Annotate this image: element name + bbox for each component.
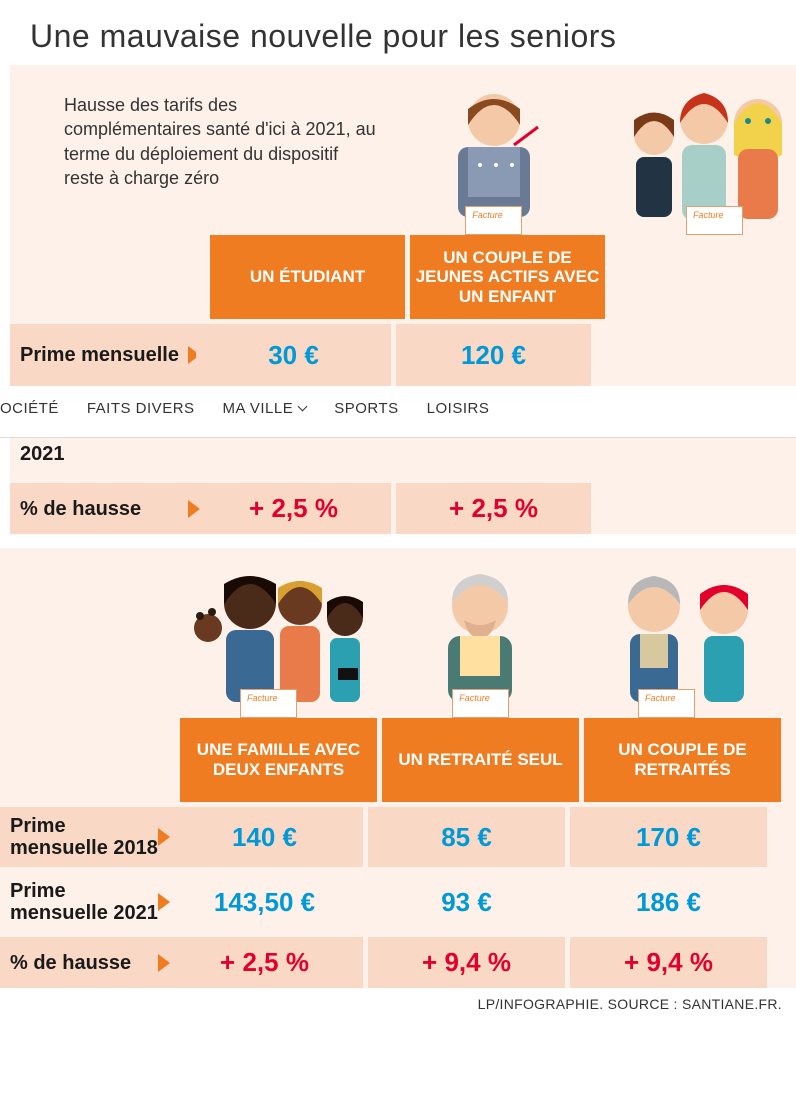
value-pct: + 2,5 % xyxy=(166,937,363,988)
arrow-icon xyxy=(158,828,170,846)
arrow-icon xyxy=(158,954,170,972)
value-prime-2018: 140 € xyxy=(166,807,363,867)
illustration-retiree-couple: Facture xyxy=(584,548,781,718)
illustration-young-couple: Facture xyxy=(596,65,791,235)
profile-header: UN COUPLE DE RETRAITÉS xyxy=(584,718,781,802)
invoice-label: Facture xyxy=(240,689,297,718)
value-prime-2021: 93 € xyxy=(368,872,565,932)
row-label-pct: % de hausse xyxy=(10,483,196,534)
value-prime-2018: 30 € xyxy=(196,324,391,386)
nav-item-loisirs[interactable]: LOISIRS xyxy=(427,400,490,417)
infographic-block-1-cont: 2021 % de hausse + 2,5 % + 2,5 % xyxy=(10,438,796,534)
nav-item-faits-divers[interactable]: FAITS DIVERS xyxy=(87,400,195,417)
value-pct: + 2,5 % xyxy=(196,483,391,534)
value-prime-2021 xyxy=(396,438,591,478)
value-prime-2021: 143,50 € xyxy=(166,872,363,932)
illustration-student: Facture xyxy=(396,65,591,235)
invoice-label: Facture xyxy=(452,689,509,718)
row-label-prime-2021: Prime mensuelle 2021 xyxy=(0,872,166,932)
value-pct: + 9,4 % xyxy=(570,937,767,988)
nav-item-societe[interactable]: OCIÉTÉ xyxy=(0,400,59,417)
invoice-label: Facture xyxy=(686,206,743,235)
invoice-label: Facture xyxy=(465,206,522,235)
value-prime-2018: 120 € xyxy=(396,324,591,386)
profile-header: UNE FAMILLE AVEC DEUX ENFANTS xyxy=(180,718,377,802)
nav-item-ma-ville[interactable]: MA VILLE xyxy=(223,400,307,417)
profile-header: UN RETRAITÉ SEUL xyxy=(382,718,579,802)
value-prime-2018: 85 € xyxy=(368,807,565,867)
intro-text: Hausse des tarifs des complémentaires sa… xyxy=(10,65,396,235)
profile-header: UN COUPLE DE JEUNES ACTIFS AVEC UN ENFAN… xyxy=(410,235,605,319)
illustration-retiree-single: Facture xyxy=(382,548,579,718)
row-label-prime-2018: Prime mensuelle xyxy=(10,324,196,386)
source-credit: LP/INFOGRAPHIE. SOURCE : SANTIANE.FR. xyxy=(0,988,796,1032)
row-label-pct: % de hausse xyxy=(0,937,166,988)
arrow-icon xyxy=(188,346,196,364)
row-label-prime-2021: 2021 xyxy=(10,438,196,478)
illustration-family: Facture xyxy=(180,548,377,718)
invoice-label: Facture xyxy=(638,689,695,718)
value-prime-2021: 186 € xyxy=(570,872,767,932)
value-pct: + 9,4 % xyxy=(368,937,565,988)
site-nav: OCIÉTÉ FAITS DIVERS MA VILLE SPORTS LOIS… xyxy=(0,386,796,438)
arrow-icon xyxy=(188,500,200,518)
row-label-prime-2018: Prime mensuelle 2018 xyxy=(0,807,166,867)
profile-header: UN ÉTUDIANT xyxy=(210,235,405,319)
arrow-icon xyxy=(158,893,170,911)
infographic-block-1: Hausse des tarifs des complémentaires sa… xyxy=(10,65,796,386)
value-prime-2021 xyxy=(196,438,391,478)
page-title: Une mauvaise nouvelle pour les seniors xyxy=(0,0,796,65)
infographic-block-2: Facture Facture Facture UNE FAMILLE AVEC… xyxy=(0,548,796,988)
value-prime-2018: 170 € xyxy=(570,807,767,867)
nav-item-sports[interactable]: SPORTS xyxy=(334,400,398,417)
value-pct: + 2,5 % xyxy=(396,483,591,534)
